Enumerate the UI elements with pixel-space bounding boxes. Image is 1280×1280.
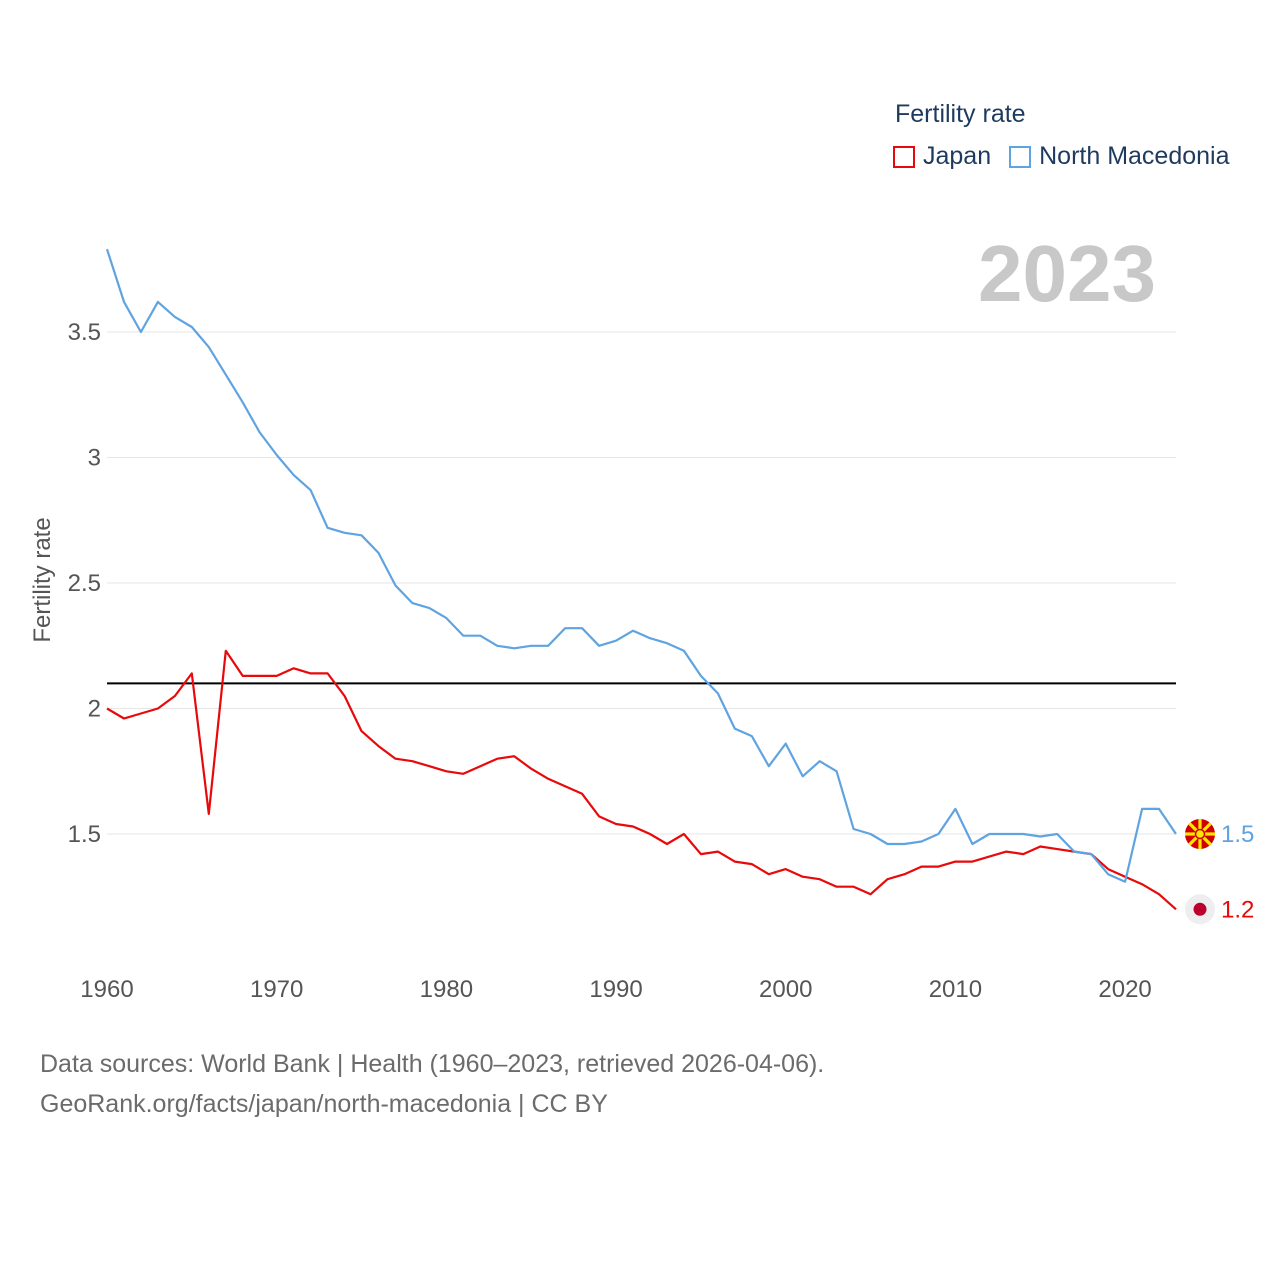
series-line-north-macedonia — [105, 248, 1177, 883]
series-line-japan — [106, 649, 1177, 911]
legend-title: Fertility rate — [895, 100, 1026, 128]
y-axis-title: Fertility rate — [29, 517, 56, 642]
x-tick-label: 1960 — [80, 976, 133, 1003]
footer: Data sources: World Bank | Health (1960–… — [40, 1044, 824, 1124]
legend-swatch-japan — [893, 145, 915, 168]
x-tick-label: 2010 — [929, 976, 982, 1003]
y-tick-label: 1.5 — [68, 821, 101, 848]
legend-swatch-north-macedonia — [1009, 145, 1032, 168]
y-tick-label: 3 — [88, 445, 101, 472]
legend-item-north-macedonia[interactable]: North Macedonia — [1009, 142, 1230, 171]
x-tick-label: 1970 — [250, 976, 303, 1003]
x-tick-label: 2000 — [759, 976, 812, 1003]
x-tick-label: 1980 — [420, 976, 473, 1003]
end-label-japan: 1.2 — [1221, 896, 1254, 923]
x-tick-label: 2020 — [1098, 976, 1151, 1003]
legend-label-north-macedonia: North Macedonia — [1039, 142, 1230, 170]
x-tick-label: 1990 — [589, 976, 642, 1003]
y-tick-label: 3.5 — [68, 319, 101, 346]
flag-sun — [1194, 828, 1206, 840]
legend-item-japan[interactable]: Japan — [893, 142, 991, 171]
y-tick-label: 2 — [88, 696, 101, 723]
legend: Japan North Macedonia — [893, 142, 1248, 171]
attribution-link[interactable]: GeoRank.org/facts/japan/north-macedonia … — [40, 1090, 608, 1118]
legend-label-japan: Japan — [923, 142, 992, 170]
y-tick-label: 2.5 — [68, 570, 101, 597]
japan-flag-sun — [1193, 902, 1207, 916]
end-label-north-macedonia: 1.5 — [1221, 821, 1254, 848]
data-source-text: Data sources: World Bank | Health (1960–… — [40, 1050, 825, 1078]
current-year-label: 2023 — [978, 229, 1156, 318]
